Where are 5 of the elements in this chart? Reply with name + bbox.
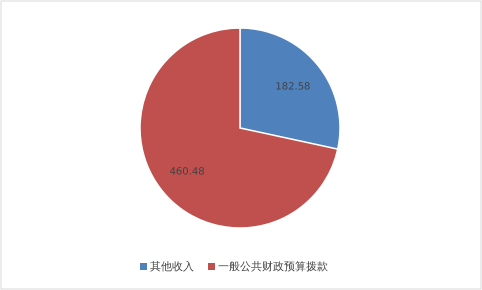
data-label: 182.58	[275, 81, 310, 92]
data-label: 460.48	[170, 166, 205, 178]
pie-slice	[139, 27, 338, 229]
legend-label: 一般公共财政预算拨款	[218, 260, 328, 273]
legend-label: 其他收入	[150, 260, 194, 273]
